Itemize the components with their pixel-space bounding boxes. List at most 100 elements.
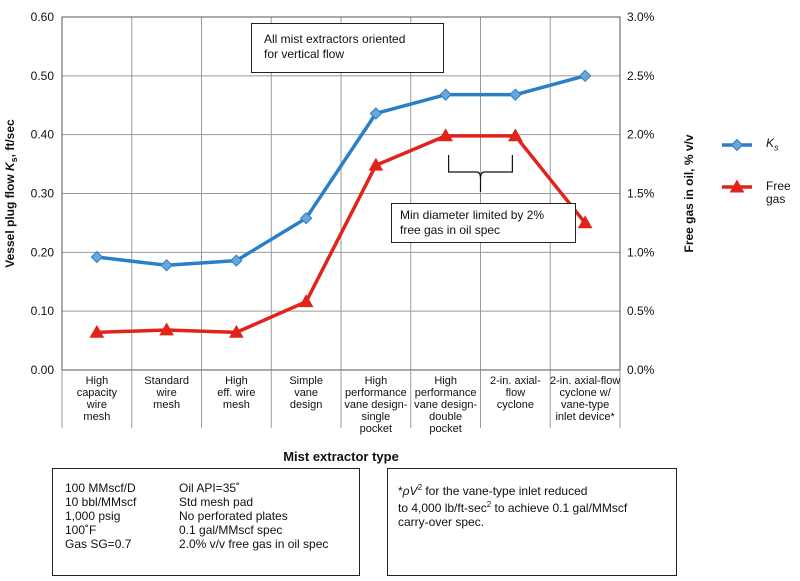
x-category-label: High performance vane design-single pocket	[344, 375, 407, 435]
annotation-min-diameter-line1: Min diameter limited by 2%	[400, 208, 545, 222]
y-left-tick-label: 0.40	[31, 128, 55, 142]
x-category-label: 2-in. axial-flow cyclone	[490, 375, 541, 411]
legend	[722, 138, 752, 193]
x-category-label-line: pocket	[429, 423, 461, 435]
legend-ks-sub: s	[774, 142, 779, 153]
y-left-tick-label: 0.50	[31, 69, 55, 83]
x-category-label-line: performance	[345, 387, 407, 399]
annotation-min-diameter-line2: free gas in oil spec	[400, 223, 501, 237]
x-category-label-line: cyclone w/	[559, 387, 611, 399]
point-ks	[369, 107, 383, 120]
x-category-label-line: 2-in. axial-flow	[550, 375, 620, 387]
y-left-title-suffix: , ft/sec	[3, 119, 17, 157]
footnote-sup: 2	[417, 483, 423, 492]
x-category-label-line: vane design-	[414, 399, 477, 411]
conditions-left-column: 100 MMscf/D 10 bbl/MMscf 1,000 psig 100˚…	[65, 481, 136, 551]
legend-label-ks: Ks	[766, 137, 779, 154]
point-ks	[578, 69, 592, 83]
condition-item: Std mesh pad	[179, 495, 254, 509]
point-ks	[299, 212, 313, 225]
legend-ks-symbol: K	[766, 136, 775, 150]
x-category-label-line: 2-in. axial-	[490, 375, 541, 387]
x-category-label-line: cyclone	[497, 399, 534, 411]
x-category-label-line: mesh	[83, 411, 110, 423]
point-free-gas	[577, 215, 593, 229]
x-category-label-line: eff. wire	[217, 387, 255, 399]
point-free-gas	[438, 128, 453, 142]
grid	[62, 16, 620, 371]
x-category-label-line: High	[434, 375, 457, 387]
x-category-label-line: pocket	[360, 423, 392, 435]
x-category-label-line: Simple	[289, 375, 323, 387]
point-free-gas	[298, 294, 314, 308]
y-left-title-prefix: Vessel plug flow	[3, 171, 17, 268]
annotation-vertical-flow-line2: for vertical flow	[264, 47, 345, 61]
legend-free-line1: Free	[766, 179, 791, 193]
point-ks	[439, 88, 452, 101]
y-right-tick-label: 3.0%	[627, 10, 655, 24]
condition-item: 2.0% v/v free gas in oil spec	[179, 537, 329, 551]
footnote-box: *ρV2 for the vane-type inlet reduced to …	[387, 468, 677, 576]
condition-item: No perforated plates	[179, 509, 288, 523]
point-free-gas	[229, 324, 244, 338]
footnote-line3: carry-over spec.	[398, 515, 485, 529]
x-category-label-line: wire	[156, 387, 177, 399]
y-left-tick-label: 0.00	[31, 363, 55, 377]
x-category-label: High capacity wire mesh	[77, 375, 118, 423]
point-free-gas	[508, 128, 523, 142]
x-category-label-line: High	[86, 375, 109, 387]
footnote-star: *	[398, 484, 403, 498]
condition-item: 100˚F	[65, 523, 97, 537]
x-axis-title: Mist extractor type	[283, 449, 399, 464]
y-left-title-sub: s	[9, 157, 19, 162]
x-category-label-line: flow	[506, 387, 526, 399]
x-category-label-line: capacity	[77, 387, 118, 399]
point-ks	[509, 88, 522, 101]
footnote-line1-rest: for the vane-type inlet reduced	[422, 484, 588, 498]
condition-item: 100 MMscf/D	[65, 481, 136, 495]
y-right-tick-label: 0.0%	[627, 363, 655, 377]
point-ks	[90, 250, 104, 264]
y-right-tick-label: 1.0%	[627, 245, 655, 259]
x-category-label-line: performance	[415, 387, 477, 399]
condition-item: 10 bbl/MMscf	[65, 495, 137, 509]
footnote-line1: *ρV2 for the vane-type inlet reduced	[398, 481, 666, 498]
footnote-v: V	[409, 484, 418, 498]
y-left-tick-label: 0.60	[31, 10, 55, 24]
x-category-label-line: vane-type	[561, 399, 609, 411]
annotation-bracket-path	[448, 155, 513, 192]
footnote-rho: ρ	[402, 484, 410, 498]
footnote-line2-post: to achieve 0.1 gal/MMscf	[491, 501, 628, 515]
series-line-ks	[96, 74, 586, 268]
point-ks	[230, 254, 243, 267]
annotation-vertical-flow-line1: All mist extractors oriented	[264, 32, 406, 46]
axes	[61, 16, 621, 428]
y-right-axis-title: Free gas in oil, % v/v	[682, 134, 696, 252]
conditions-right-column: Oil API=35˚ Std mesh pad No perforated p…	[179, 481, 328, 551]
y-left-axis-title: Vessel plug flow Ks, ft/sec	[3, 119, 19, 268]
x-category-label: Simple vane design	[289, 375, 323, 411]
x-category-label-line: mesh	[223, 399, 250, 411]
x-category-label: 2-in. axial-flow cyclone w/vane-type inlet…	[550, 375, 620, 423]
condition-item: Oil API=35˚	[179, 481, 241, 495]
series	[89, 69, 593, 338]
x-category-label-line: inlet device*	[555, 411, 615, 423]
x-category-label-line: High	[225, 375, 248, 387]
y-left-tick-label: 0.10	[31, 304, 55, 318]
condition-item: 1,000 psig	[65, 509, 121, 523]
legend-free-line2: gas	[766, 192, 786, 206]
point-free-gas	[89, 324, 105, 338]
x-category-label: Standard wire mesh	[144, 375, 189, 411]
x-category-label-line: wire	[86, 399, 107, 411]
point-free-gas	[159, 322, 174, 336]
annotation-vertical-flow: All mist extractors oriented for vertica…	[251, 23, 444, 73]
annotation-bracket	[448, 155, 513, 192]
point-ks	[160, 259, 173, 272]
legend-swatch-free-gas-marker	[729, 179, 745, 193]
x-category-label-line: vane	[294, 387, 318, 399]
condition-item: Gas SG=0.7	[65, 537, 132, 551]
x-category-label-line: vane design-	[344, 399, 407, 411]
axis-text: 0.00 0.10 0.20 0.30 0.40 0.50 0.60 0.0% 0.5% 1.0%…	[3, 10, 696, 464]
legend-swatch-ks-marker	[730, 138, 744, 152]
